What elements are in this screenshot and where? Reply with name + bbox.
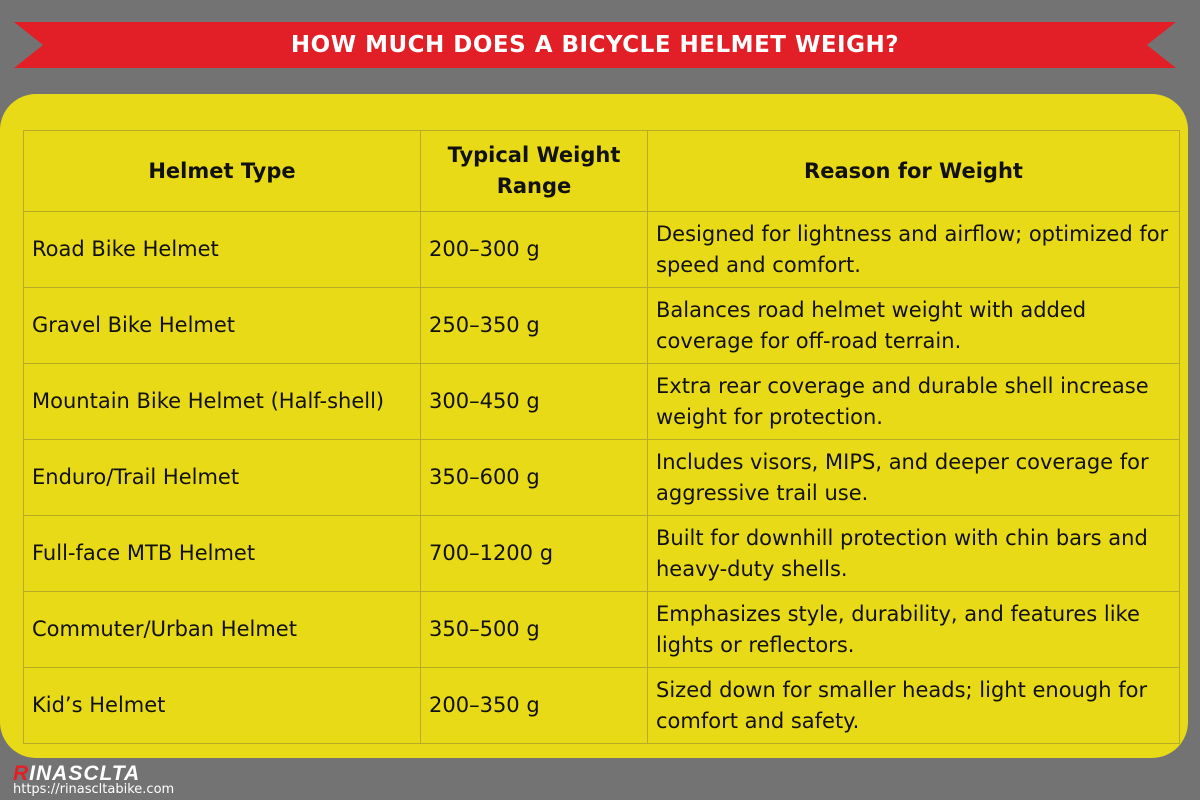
- title-banner: HOW MUCH DOES A BICYCLE HELMET WEIGH?: [14, 22, 1176, 68]
- table-header-row: Helmet Type Typical Weight Range Reason …: [23, 130, 1180, 212]
- table-row: Enduro/Trail Helmet 350–600 g Includes vis…: [23, 439, 1180, 516]
- header-reason: Reason for Weight: [647, 130, 1180, 212]
- weight-range-cell: 350–600 g: [420, 439, 648, 516]
- helmet-type-cell: Kid’s Helmet: [23, 667, 421, 744]
- weight-range-cell: 700–1200 g: [420, 515, 648, 592]
- header-helmet-type: Helmet Type: [23, 130, 421, 212]
- reason-cell: Built for downhill protection with chin …: [647, 515, 1180, 592]
- helmet-weight-table: Helmet Type Typical Weight Range Reason …: [23, 130, 1180, 744]
- reason-cell: Balances road helmet weight with added c…: [647, 287, 1180, 364]
- table-row: Full-face MTB Helmet 700–1200 g Built for …: [23, 515, 1180, 592]
- weight-range-cell: 250–350 g: [420, 287, 648, 364]
- helmet-type-cell: Road Bike Helmet: [23, 211, 421, 288]
- reason-cell: Emphasizes style, durability, and featur…: [647, 591, 1180, 668]
- helmet-type-cell: Gravel Bike Helmet: [23, 287, 421, 364]
- header-weight-range: Typical Weight Range: [420, 130, 648, 212]
- reason-cell: Extra rear coverage and durable shell in…: [647, 363, 1180, 440]
- helmet-type-cell: Enduro/Trail Helmet: [23, 439, 421, 516]
- helmet-type-cell: Full-face MTB Helmet: [23, 515, 421, 592]
- page-title: HOW MUCH DOES A BICYCLE HELMET WEIGH?: [290, 32, 900, 58]
- weight-range-cell: 200–350 g: [420, 667, 648, 744]
- brand-logo: RINASCLTA: [13, 762, 141, 785]
- table-row: Kid’s Helmet 200–350 g Sized down for smal…: [23, 667, 1180, 744]
- reason-cell: Designed for lightness and airflow; opti…: [647, 211, 1180, 288]
- helmet-type-cell: Commuter/Urban Helmet: [23, 591, 421, 668]
- website-url: https://rinascltabike.com: [13, 782, 175, 797]
- table-row: Commuter/Urban Helmet 350–500 g Emphasizes…: [23, 591, 1180, 668]
- table-row: Gravel Bike Helmet 250–350 g Balances road…: [23, 287, 1180, 364]
- table-row: Mountain Bike Helmet (Half-shell) 300–450…: [23, 363, 1180, 440]
- reason-cell: Sized down for smaller heads; light enou…: [647, 667, 1180, 744]
- table-row: Road Bike Helmet 200–300 g Designed for li…: [23, 211, 1180, 288]
- weight-range-cell: 300–450 g: [420, 363, 648, 440]
- weight-range-cell: 200–300 g: [420, 211, 648, 288]
- helmet-type-cell: Mountain Bike Helmet (Half-shell): [23, 363, 421, 440]
- weight-range-cell: 350–500 g: [420, 591, 648, 668]
- reason-cell: Includes visors, MIPS, and deeper covera…: [647, 439, 1180, 516]
